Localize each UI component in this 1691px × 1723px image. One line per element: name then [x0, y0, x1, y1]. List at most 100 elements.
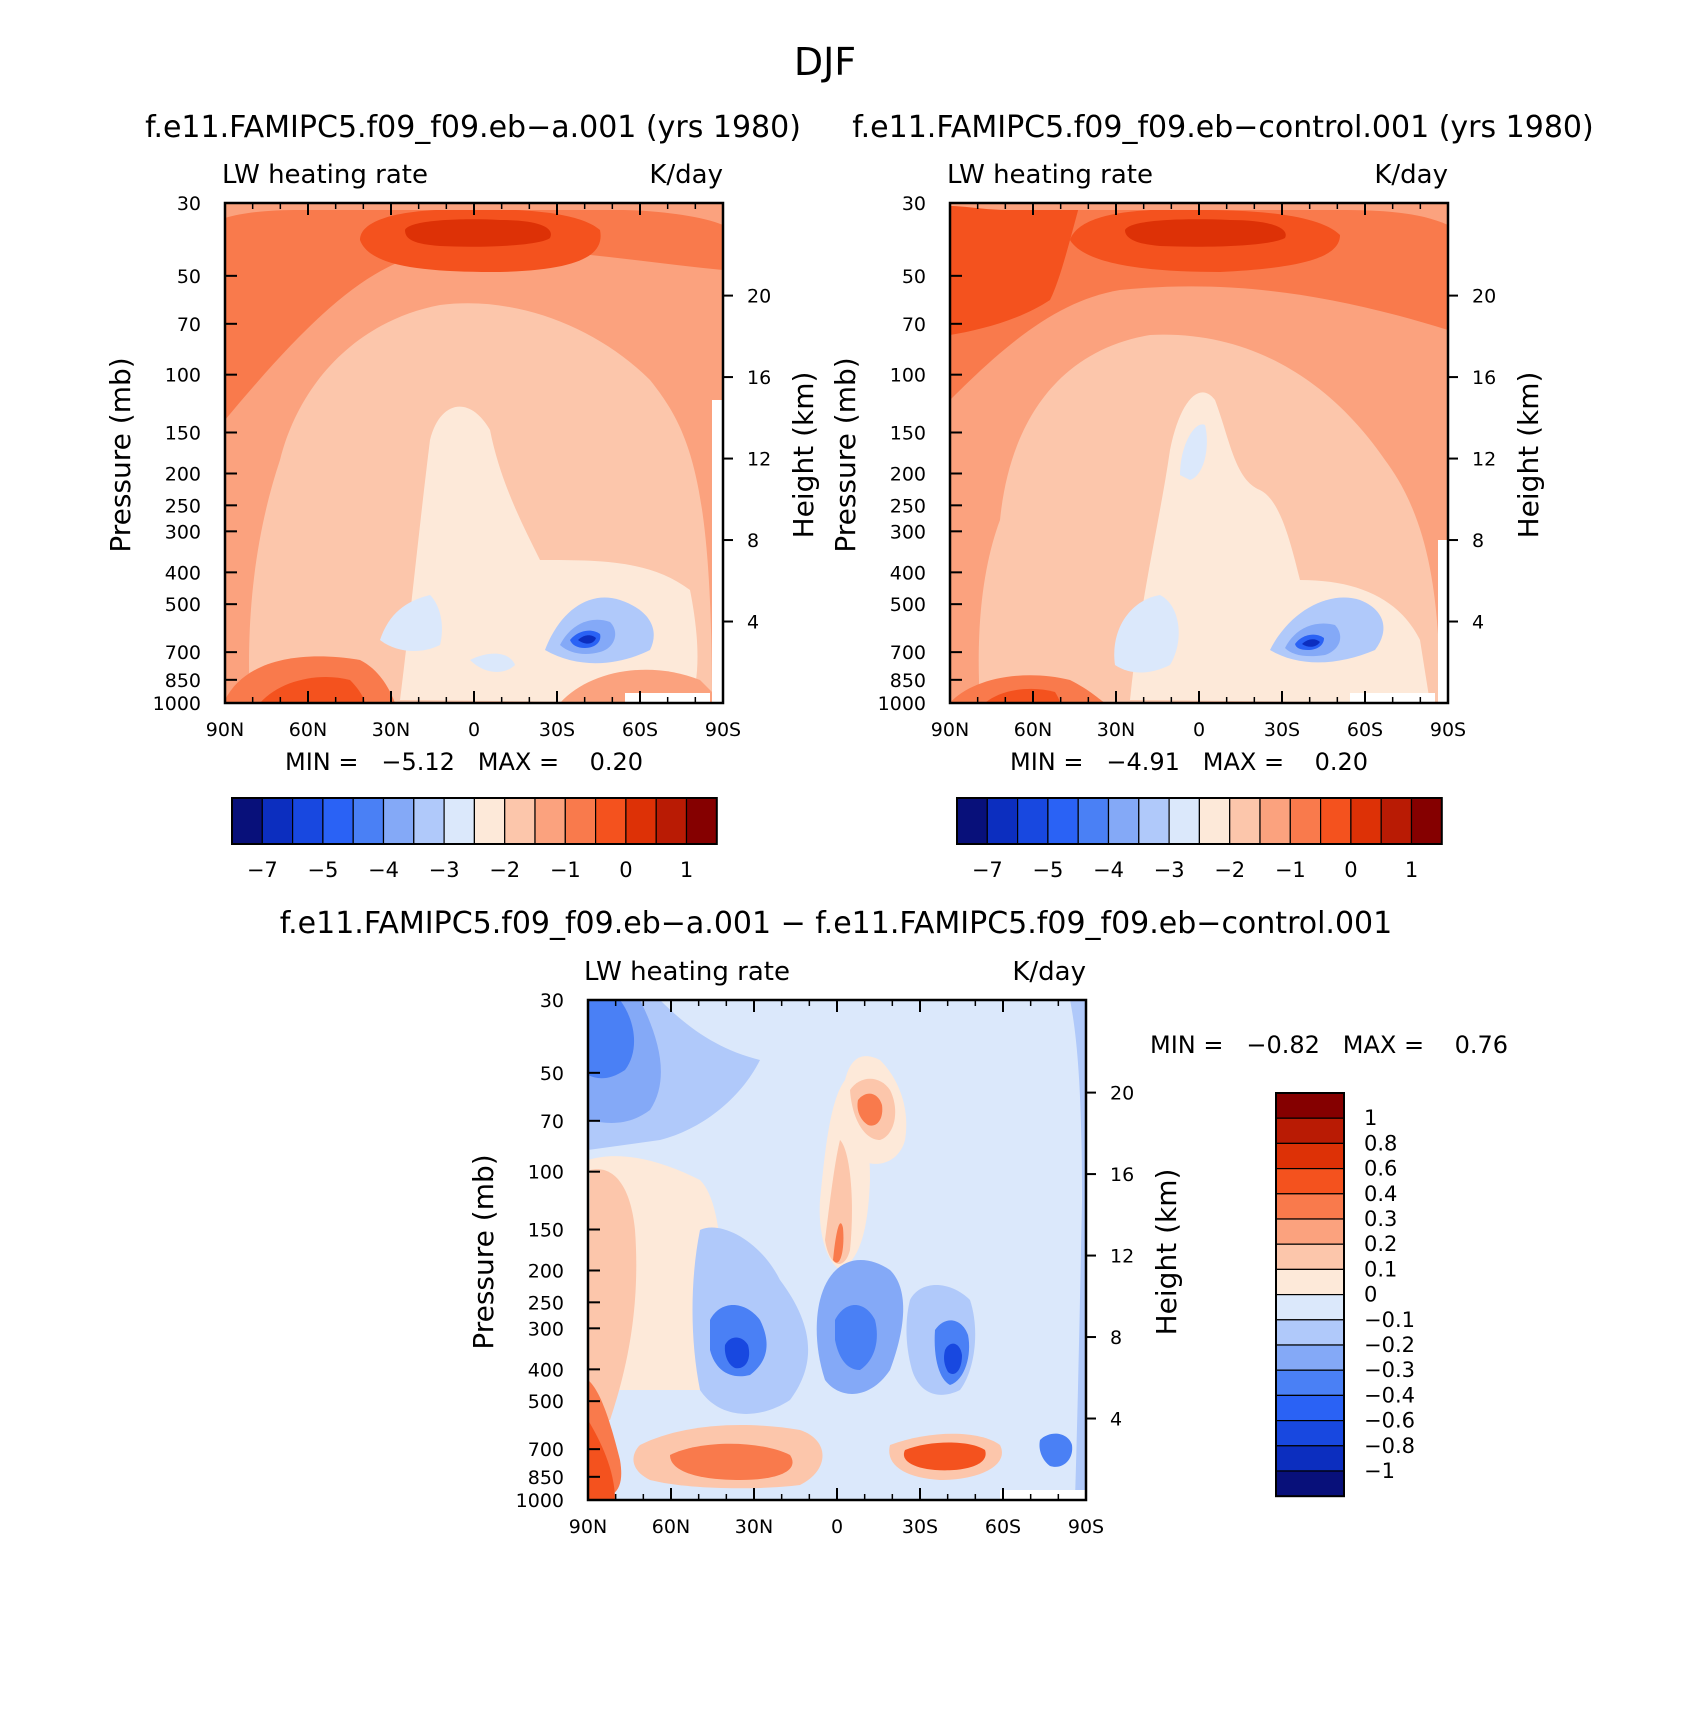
colorbar-label: 1 [1364, 1106, 1377, 1130]
panel-2-axes: 90N 60N 30N 0 30S 60S 90S 30 50 70 100 150 200 250 300… [878, 193, 1497, 741]
y-tick-label: 70 [540, 1111, 564, 1133]
colorbar-swatch [1350, 797, 1382, 845]
y-tick-label: 400 [165, 562, 201, 584]
colorbar-swatch [655, 797, 688, 845]
panel-1-contour-field [225, 203, 723, 703]
y-tick-label: 200 [165, 464, 201, 486]
colorbar-swatch [1319, 797, 1352, 845]
colorbar-label: −0.6 [1364, 1409, 1415, 1433]
colorbar-label: −1 [1275, 858, 1306, 882]
colorbar-swatch [1275, 1394, 1345, 1422]
x-tick-label: 0 [831, 1516, 843, 1538]
colorbar-label: −1 [1364, 1459, 1395, 1483]
colorbar-swatch [1275, 1218, 1345, 1245]
colorbar-label: −0.1 [1364, 1308, 1415, 1332]
colorbar-label: −5 [307, 858, 338, 882]
colorbar-swatch [1275, 1092, 1345, 1119]
y2-tick-label: 16 [1110, 1164, 1134, 1186]
colorbar-swatch [1275, 1470, 1345, 1497]
colorbar-swatch [1275, 1243, 1345, 1270]
x-tick-label: 60S [622, 719, 658, 741]
x-tick-label: 60S [1347, 719, 1383, 741]
colorbar-label: −7 [972, 858, 1003, 882]
panel-3: f.e11.FAMIPC5.f09_f09.eb−a.001 − f.e11.F… [280, 906, 1508, 1538]
colorbar-swatch [1275, 1268, 1345, 1296]
colorbar-label: 1 [1405, 858, 1418, 882]
colorbar-swatch [685, 797, 718, 845]
y-tick-label: 200 [890, 464, 926, 486]
y2-tick-label: 4 [1472, 612, 1484, 634]
panel-1-title: f.e11.FAMIPC5.f09_f09.eb−a.001 (yrs 1980… [145, 110, 801, 145]
x-tick-label: 60S [985, 1516, 1021, 1538]
colorbar-swatch [1289, 797, 1322, 845]
y-tick-label: 300 [165, 521, 201, 543]
y2-tick-label: 16 [1472, 367, 1496, 389]
colorbar-swatch [1229, 797, 1261, 845]
colorbar-label: −0.8 [1364, 1434, 1415, 1458]
panel-2-right-label: K/day [1374, 160, 1448, 190]
y2-tick-label: 16 [747, 367, 771, 389]
colorbar-swatch [956, 797, 988, 845]
panel-1-axes: 90N 60N 30N 0 30S 60S 90S 30 50 70 100 150 200 250 300… [153, 193, 772, 741]
y-tick-label: 100 [165, 365, 201, 387]
colorbar-label: −0.3 [1364, 1358, 1415, 1382]
panel-1-colorbar: −7 −5 −4 −3 −2 −1 0 1 [231, 797, 718, 882]
y2-tick-label: 20 [747, 286, 771, 308]
colorbar-label: 0 [1344, 858, 1357, 882]
y-tick-label: 400 [528, 1359, 564, 1381]
y-tick-label: 300 [890, 521, 926, 543]
colorbar-swatch [1107, 797, 1140, 845]
colorbar-swatch [986, 797, 1019, 845]
colorbar-label: −0.2 [1364, 1333, 1415, 1357]
colorbar-swatch [1077, 797, 1110, 845]
colorbar-swatch [1410, 797, 1443, 845]
colorbar-swatch [1275, 1293, 1345, 1321]
colorbar-label: −3 [1154, 858, 1185, 882]
panel-2-contour-field [950, 203, 1448, 703]
panel-3-title: f.e11.FAMIPC5.f09_f09.eb−a.001 − f.e11.F… [280, 906, 1392, 941]
colorbar-swatch [1168, 797, 1200, 845]
panel-2-y2label: Height (km) [1512, 372, 1545, 539]
y2-tick-label: 12 [1472, 449, 1496, 471]
colorbar-label: −2 [489, 858, 520, 882]
panel-1-ylabel: Pressure (mb) [104, 357, 137, 552]
colorbar-swatch [473, 797, 506, 845]
colorbar-swatch [231, 797, 263, 845]
colorbar-swatch [1275, 1445, 1345, 1472]
colorbar-swatch [1198, 797, 1231, 845]
colorbar-swatch [1275, 1193, 1345, 1220]
y-tick-label: 500 [890, 594, 926, 616]
y-tick-label: 200 [528, 1261, 564, 1283]
y-tick-label: 1000 [153, 693, 201, 715]
colorbar-swatch [1259, 797, 1291, 845]
y2-tick-label: 8 [1472, 530, 1484, 552]
colorbar-swatch [1275, 1319, 1345, 1346]
y-tick-label: 850 [890, 670, 926, 692]
panel-1-right-label: K/day [649, 160, 723, 190]
colorbar-swatch [1275, 1142, 1345, 1170]
panel-3-ylabel: Pressure (mb) [467, 1154, 500, 1349]
colorbar-swatch [625, 797, 657, 845]
panel-1-y2label: Height (km) [787, 372, 820, 539]
colorbar-swatch [1275, 1344, 1345, 1371]
panel-3-contour-field [588, 1000, 1086, 1500]
panel-2-left-label: LW heating rate [947, 160, 1153, 190]
panel-1-stats: MIN = −5.12 MAX = 0.20 [285, 748, 643, 776]
x-tick-label: 30N [735, 1516, 773, 1538]
colorbar-label: 0.2 [1364, 1232, 1397, 1256]
colorbar-swatch [1275, 1167, 1345, 1195]
panel-1: f.e11.FAMIPC5.f09_f09.eb−a.001 (yrs 1980… [104, 110, 820, 882]
y-tick-label: 500 [528, 1391, 564, 1413]
panel-2: f.e11.FAMIPC5.f09_f09.eb−control.001 (yr… [829, 110, 1594, 882]
colorbar-swatch [1275, 1419, 1345, 1447]
panel-3-axes: 90N 60N 30N 0 30S 60S 90S 30 50 70 100 150 200 250 300… [516, 990, 1135, 1538]
colorbar-swatch [1380, 797, 1413, 845]
x-tick-label: 30S [1264, 719, 1300, 741]
colorbar-swatch [534, 797, 566, 845]
colorbar-swatch [352, 797, 385, 845]
y-tick-label: 150 [165, 422, 201, 444]
x-tick-label: 0 [468, 719, 480, 741]
figure-title: DJF [794, 40, 856, 84]
x-tick-label: 30N [372, 719, 410, 741]
